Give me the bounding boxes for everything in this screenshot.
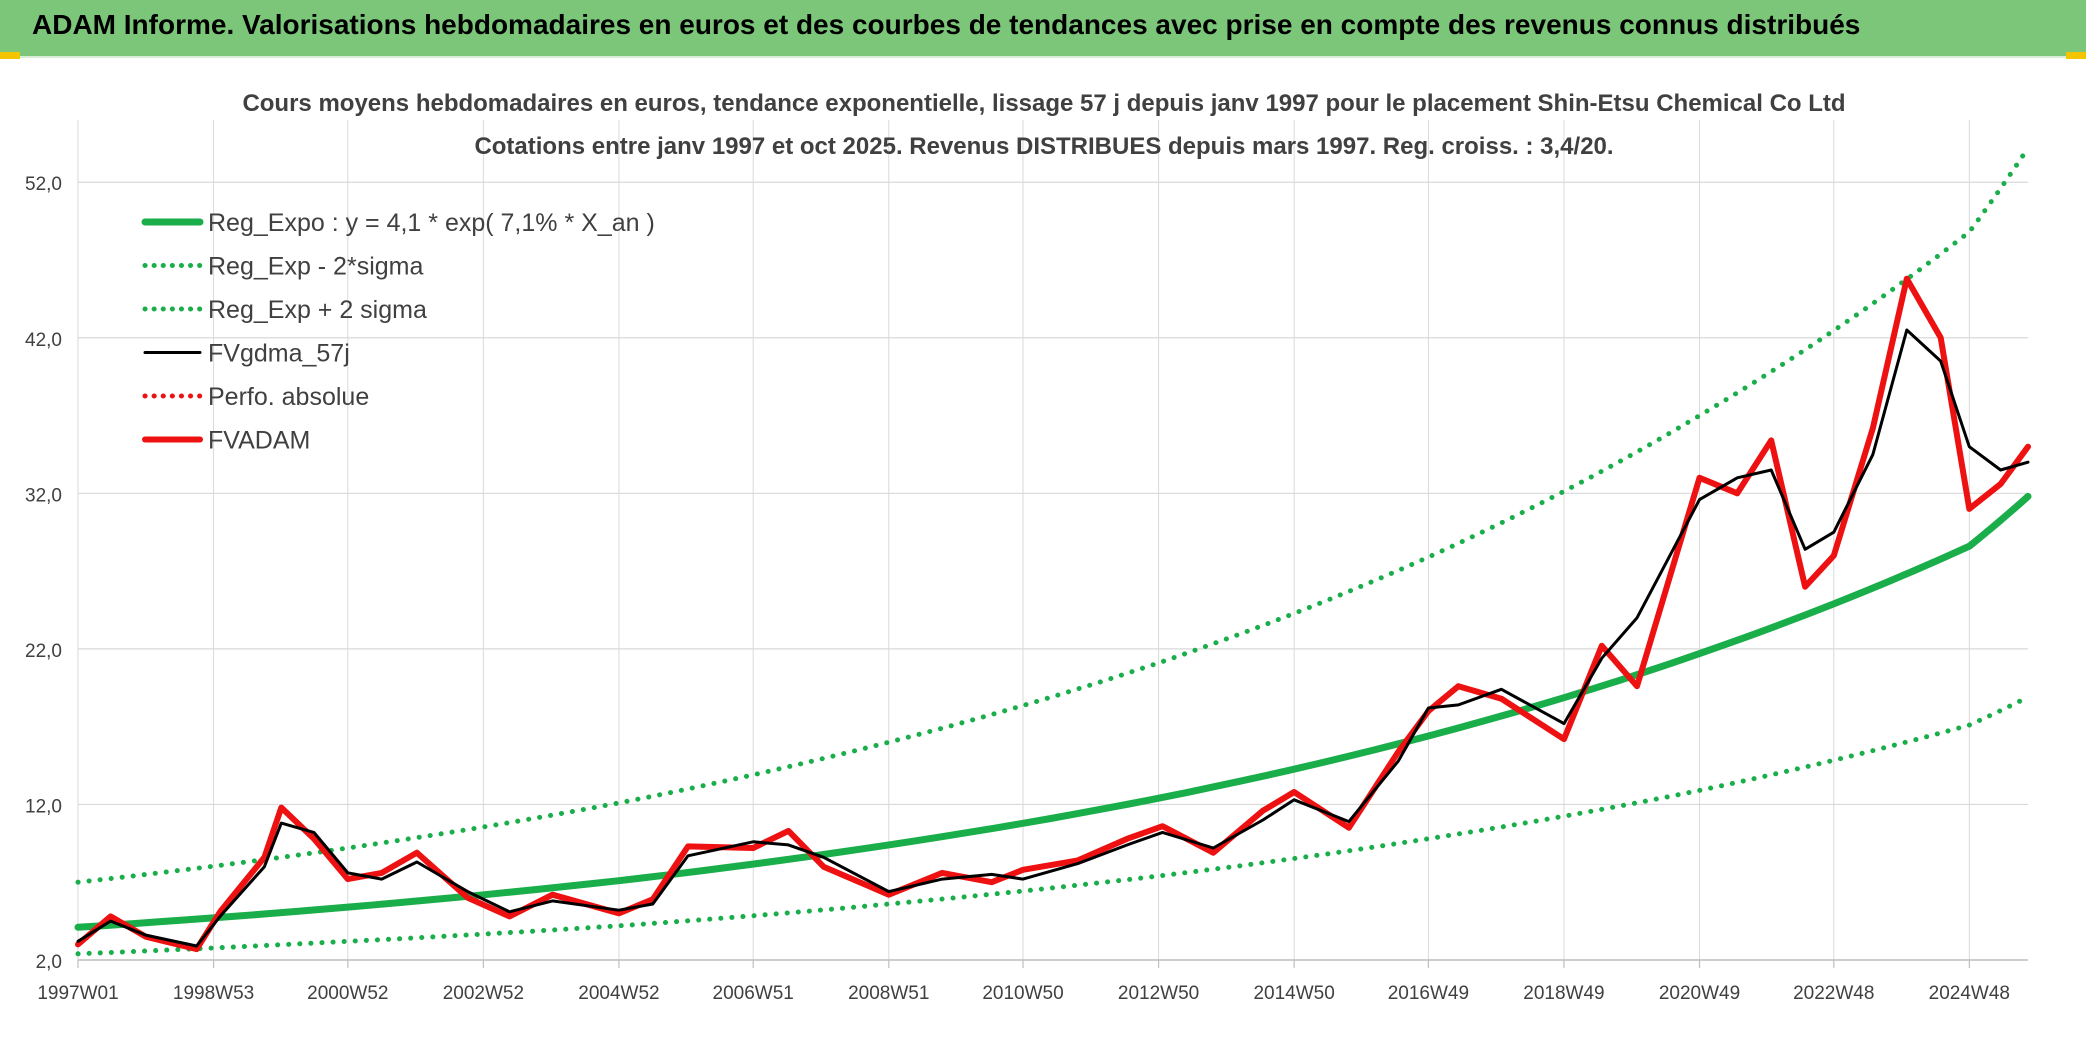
corner-mark-right — [2066, 52, 2086, 59]
legend-label: Reg_Expo : y = 4,1 * exp( 7,1% * X_an ) — [208, 209, 655, 237]
series-line — [75, 275, 2031, 953]
series-line — [74, 492, 2032, 931]
x-tick-label: 2016W49 — [1388, 983, 1469, 1004]
x-tick-label: 1998W53 — [173, 983, 254, 1004]
x-tick-label: 2014W50 — [1253, 983, 1334, 1004]
y-tick-label: 52,0 — [25, 174, 62, 195]
corner-mark-left — [0, 52, 20, 59]
x-tick-label: 2002W52 — [443, 983, 524, 1004]
chart-title: Cours moyens hebdomadaires en euros, ten… — [242, 90, 1845, 117]
chart-subtitle: Cotations entre janv 1997 et oct 2025. R… — [474, 133, 1613, 160]
x-tick-label: 1997W01 — [37, 983, 118, 1004]
series-layer — [74, 145, 2032, 957]
y-tick-label: 2,0 — [36, 952, 62, 973]
legend-label: FVADAM — [208, 427, 310, 455]
x-tick-label: 2008W51 — [848, 983, 929, 1004]
report-title: ADAM Informe. Valorisations hebdomadaire… — [32, 9, 1861, 40]
x-tick-label: 2006W51 — [713, 983, 794, 1004]
y-tick-label: 32,0 — [25, 485, 62, 506]
y-tick-label: 12,0 — [25, 796, 62, 817]
x-tick-label: 2018W49 — [1523, 983, 1604, 1004]
y-tick-label: 42,0 — [25, 330, 62, 351]
x-tick-label: 2004W52 — [578, 983, 659, 1004]
legend-label: Reg_Exp + 2 sigma — [208, 296, 427, 324]
legend-label: FVgdma_57j — [208, 340, 350, 368]
series-line — [75, 694, 2031, 957]
x-tick-label: 2000W52 — [307, 983, 388, 1004]
chart-legend: Reg_Expo : y = 4,1 * exp( 7,1% * X_an ) R… — [141, 209, 655, 455]
x-axis-ticks: 1997W01 1998W53 2000W52 2002W52 2004W52 2006W… — [37, 983, 2010, 1004]
x-tick-label: 2022W48 — [1793, 983, 1874, 1004]
y-axis-ticks: 2,0 12,0 22,0 32,0 42,0 52,0 — [25, 174, 62, 973]
legend-label: Perfo. absolue — [208, 383, 369, 411]
x-tick-label: 2020W49 — [1659, 983, 1740, 1004]
report-header: ADAM Informe. Valorisations hebdomadaire… — [0, 0, 2086, 58]
chart-grid — [77, 120, 2028, 968]
series-line — [76, 328, 2030, 948]
x-tick-label: 2012W50 — [1118, 983, 1199, 1004]
x-tick-label: 2010W50 — [982, 983, 1063, 1004]
legend-label: Reg_Exp - 2*sigma — [208, 253, 423, 281]
y-tick-label: 22,0 — [25, 641, 62, 662]
x-tick-label: 2024W48 — [1929, 983, 2010, 1004]
